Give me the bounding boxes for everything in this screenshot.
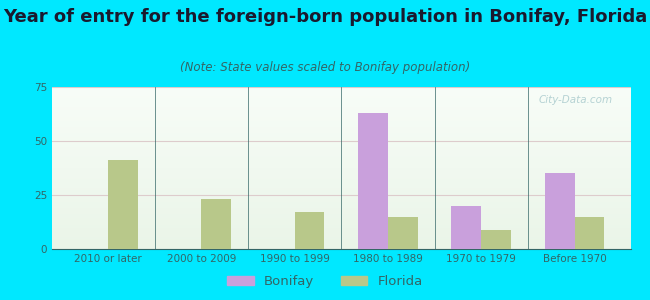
- Bar: [294, 212, 324, 249]
- Text: City-Data.com: City-Data.com: [539, 95, 613, 105]
- Bar: [358, 113, 388, 249]
- Bar: [545, 173, 575, 249]
- Bar: [575, 217, 604, 249]
- Text: (Note: State values scaled to Bonifay population): (Note: State values scaled to Bonifay po…: [180, 61, 470, 74]
- Legend: Bonifay, Florida: Bonifay, Florida: [222, 270, 428, 293]
- Bar: [202, 199, 231, 249]
- Bar: [108, 160, 138, 249]
- Bar: [388, 217, 418, 249]
- Bar: [481, 230, 511, 249]
- Text: Year of entry for the foreign-born population in Bonifay, Florida: Year of entry for the foreign-born popul…: [3, 8, 647, 26]
- Bar: [451, 206, 481, 249]
